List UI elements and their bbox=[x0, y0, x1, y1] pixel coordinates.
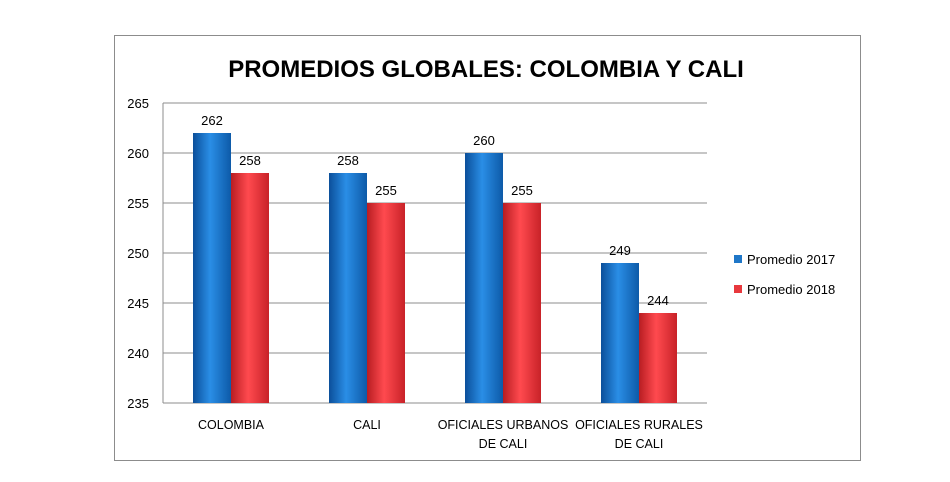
category-label: COLOMBIA bbox=[198, 418, 265, 432]
data-label: 262 bbox=[201, 113, 223, 128]
legend-label: Promedio 2018 bbox=[747, 282, 835, 297]
data-label: 249 bbox=[609, 243, 631, 258]
legend-swatch bbox=[734, 285, 742, 293]
legend-label: Promedio 2017 bbox=[747, 252, 835, 267]
bar bbox=[601, 263, 639, 403]
category-label: OFICIALES URBANOS bbox=[438, 418, 569, 432]
legend: Promedio 2017 Promedio 2018 bbox=[734, 252, 835, 297]
chart-title: PROMEDIOS GLOBALES: COLOMBIA Y CALI bbox=[228, 56, 744, 83]
category-label: DE CALI bbox=[615, 437, 664, 451]
bar bbox=[329, 173, 367, 403]
data-label: 244 bbox=[647, 293, 669, 308]
category-label: DE CALI bbox=[479, 437, 528, 451]
y-tick-label: 235 bbox=[127, 396, 149, 411]
data-label: 258 bbox=[239, 153, 261, 168]
data-label: 260 bbox=[473, 133, 495, 148]
y-tick-label: 255 bbox=[127, 196, 149, 211]
data-label: 255 bbox=[375, 183, 397, 198]
y-tick-label: 240 bbox=[127, 346, 149, 361]
legend-swatch bbox=[734, 255, 742, 263]
y-tick-label: 265 bbox=[127, 96, 149, 111]
category-label: OFICIALES RURALES bbox=[575, 418, 703, 432]
bar bbox=[465, 153, 503, 403]
data-labels: 262 258 258 255 260 255 249 244 bbox=[201, 113, 669, 308]
bar bbox=[193, 133, 231, 403]
data-label: 255 bbox=[511, 183, 533, 198]
category-label: CALI bbox=[353, 418, 381, 432]
bar bbox=[367, 203, 405, 403]
y-axis-ticks: 235 240 245 250 255 260 265 bbox=[127, 96, 149, 411]
y-tick-label: 250 bbox=[127, 246, 149, 261]
x-axis-categories: COLOMBIA CALI OFICIALES URBANOS DE CALI OFIC… bbox=[198, 418, 703, 451]
bars bbox=[193, 133, 677, 403]
y-tick-label: 260 bbox=[127, 146, 149, 161]
bar bbox=[639, 313, 677, 403]
y-tick-label: 245 bbox=[127, 296, 149, 311]
bar bbox=[231, 173, 269, 403]
bar bbox=[503, 203, 541, 403]
data-label: 258 bbox=[337, 153, 359, 168]
